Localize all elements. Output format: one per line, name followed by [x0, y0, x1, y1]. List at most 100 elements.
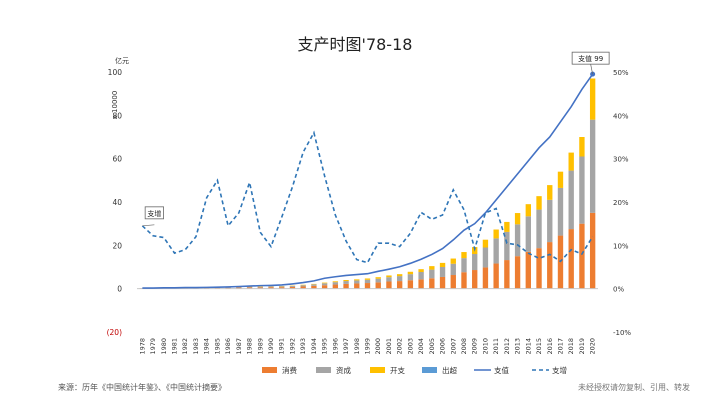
- bar-0-1988: [246, 287, 253, 289]
- y2-tick-label: 20%: [613, 199, 629, 207]
- bar-1-2003: [407, 274, 414, 281]
- bar-1-2008: [461, 258, 467, 273]
- annotation-box: [144, 206, 164, 220]
- bar-0-2018: [568, 229, 574, 289]
- x-tick-label: 1985: [213, 338, 221, 355]
- annotation-leader: [142, 224, 155, 227]
- bar-0-2002: [396, 281, 403, 289]
- legend-label-2: 开支: [390, 365, 405, 375]
- series-line-4: [142, 73, 594, 289]
- bar-0-1993: [300, 286, 306, 289]
- bar-1-1994: [311, 284, 317, 286]
- bar-2-1996: [332, 281, 339, 283]
- x-tick-label: 2003: [406, 338, 414, 355]
- bar-2-2001: [386, 275, 392, 278]
- bar-1-1988: [246, 286, 253, 288]
- bar-1-2010: [482, 247, 489, 268]
- y2-tick-label: 50%: [613, 69, 629, 77]
- bar-2-2019: [579, 137, 585, 157]
- x-tick-label: 2010: [481, 338, 489, 355]
- bar-2-1998: [354, 279, 360, 281]
- bar-0-2007: [450, 275, 456, 289]
- x-tick-label: 2014: [524, 338, 532, 355]
- x-tick-label: 1986: [224, 338, 232, 355]
- bar-1-2002: [396, 276, 403, 282]
- y2-tick-label: 40%: [613, 112, 629, 120]
- bar-1-2011: [493, 238, 499, 264]
- bar-0-2011: [493, 263, 499, 289]
- bar-0-2019: [579, 223, 585, 289]
- bar-0-2005: [429, 278, 435, 289]
- bar-0-2016: [547, 242, 553, 289]
- bar-1-1999: [364, 279, 371, 284]
- x-tick-label: 2018: [567, 338, 575, 355]
- series-line-5: [141, 130, 594, 264]
- x-tick-label: 2006: [439, 338, 447, 355]
- x-tick-label: 1980: [160, 338, 168, 355]
- chart-title: 支产时图'78-18: [298, 35, 413, 54]
- y-axis-right: -10% 0% 10% 20% 30% 40% 50%: [613, 69, 631, 337]
- bar-2-2016: [547, 185, 553, 200]
- x-tick-label: 2015: [535, 338, 543, 355]
- bar-1-1993: [300, 285, 306, 287]
- bar-1-2020: [589, 119, 596, 213]
- bar-2-2012: [504, 221, 510, 232]
- bar-0-1998: [354, 283, 360, 289]
- y-tick-label: 60: [112, 155, 122, 164]
- x-tick-label: 1989: [256, 338, 264, 355]
- bar-0-2001: [386, 281, 392, 289]
- y2-tick-label: 10%: [613, 242, 629, 250]
- annotations: 支值 99 支增: [142, 51, 610, 227]
- bar-2-2002: [396, 274, 403, 277]
- bar-1-1991: [279, 286, 285, 288]
- x-tick-label: 1981: [171, 338, 179, 355]
- annotation-box: [571, 51, 610, 65]
- legend-swatch-0: [262, 367, 277, 373]
- bar-1-1992: [289, 285, 296, 287]
- x-tick-label: 1994: [310, 338, 318, 355]
- annotation-label: 支值 99: [578, 54, 603, 63]
- bar-1-2005: [429, 269, 435, 279]
- bar-0-1987: [236, 287, 242, 289]
- x-tick-label: 2019: [578, 338, 586, 355]
- bar-2-2010: [482, 239, 489, 248]
- bar-2-1995: [321, 282, 328, 284]
- bar-0-2004: [418, 279, 424, 289]
- x-tick-label: 1991: [278, 338, 286, 355]
- bar-0-2013: [514, 256, 521, 289]
- bar-1-1989: [257, 286, 263, 288]
- y-multiplier-label: x 10000: [111, 91, 119, 120]
- bar-1-2018: [568, 170, 574, 230]
- bar-0-2014: [525, 251, 531, 289]
- y-tick-label: 80: [112, 111, 122, 120]
- x-tick-label: 2017: [556, 338, 564, 355]
- bar-0-1994: [311, 285, 317, 289]
- bar-2-2000: [375, 277, 381, 279]
- x-tick-label: 1996: [331, 338, 339, 355]
- bar-1-2009: [472, 254, 478, 271]
- bar-2-2017: [557, 171, 564, 188]
- x-axis: 1978 1979 1980 1981 1982 1983 1984 1985 1986 1987…: [138, 338, 596, 355]
- bar-1-2004: [418, 271, 424, 280]
- x-tick-label: 1979: [149, 338, 157, 355]
- y-axis-left: (20) 0 20 40 60 80 100: [107, 68, 123, 337]
- bar-0-1999: [364, 283, 371, 289]
- y-unit-label: 亿元: [115, 56, 129, 65]
- legend-swatch-3: [422, 367, 437, 373]
- x-tick-label: 2009: [471, 338, 479, 355]
- source-note: 来源：历年《中国统计年鉴》、《中国统计摘要》: [58, 383, 226, 392]
- x-tick-label: 1998: [353, 338, 361, 355]
- annotation-label: 支增: [147, 209, 161, 218]
- x-tick-label: 1997: [342, 338, 350, 355]
- bar-0-1996: [332, 284, 339, 289]
- bar-1-2016: [547, 199, 553, 243]
- bar-2-2007: [450, 258, 456, 264]
- x-tick-label: 2004: [417, 338, 425, 355]
- bar-0-2010: [482, 267, 489, 289]
- bar-2-2018: [568, 152, 574, 171]
- bar-0-2015: [536, 248, 542, 289]
- x-tick-label: 2005: [428, 338, 436, 355]
- bar-2-2020: [589, 78, 596, 120]
- bar-0-2009: [472, 270, 478, 289]
- bar-2-2008: [461, 252, 467, 259]
